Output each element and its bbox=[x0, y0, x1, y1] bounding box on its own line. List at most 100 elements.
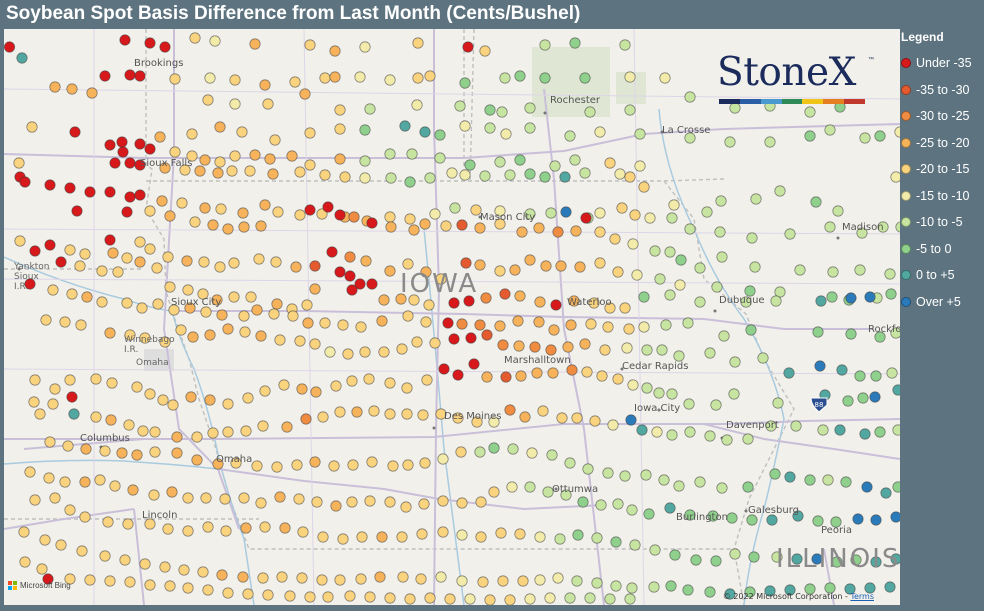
site-marker[interactable] bbox=[626, 582, 638, 594]
site-marker[interactable] bbox=[378, 294, 390, 306]
site-marker[interactable] bbox=[774, 185, 786, 197]
site-marker[interactable] bbox=[384, 592, 396, 604]
site-marker[interactable] bbox=[424, 70, 436, 82]
site-marker[interactable] bbox=[274, 334, 286, 346]
legend-item[interactable]: -20 to -15 bbox=[900, 156, 984, 183]
site-marker[interactable] bbox=[159, 162, 171, 174]
site-marker[interactable] bbox=[328, 460, 340, 472]
site-marker[interactable] bbox=[239, 326, 251, 338]
site-marker[interactable] bbox=[892, 384, 900, 396]
site-marker[interactable] bbox=[742, 433, 754, 445]
site-marker[interactable] bbox=[226, 165, 238, 177]
site-marker[interactable] bbox=[568, 295, 580, 307]
site-marker[interactable] bbox=[171, 447, 183, 459]
site-marker[interactable] bbox=[176, 197, 188, 209]
site-marker[interactable] bbox=[59, 316, 71, 328]
site-marker[interactable] bbox=[134, 189, 146, 201]
site-marker[interactable] bbox=[144, 243, 156, 255]
site-marker[interactable] bbox=[162, 251, 174, 263]
site-marker[interactable] bbox=[4, 41, 16, 53]
site-marker[interactable] bbox=[59, 476, 71, 488]
site-marker[interactable] bbox=[710, 555, 722, 567]
site-marker[interactable] bbox=[644, 212, 656, 224]
site-marker[interactable] bbox=[745, 324, 757, 336]
site-marker[interactable] bbox=[666, 212, 678, 224]
site-marker[interactable] bbox=[638, 321, 650, 333]
site-marker[interactable] bbox=[577, 496, 589, 508]
site-marker[interactable] bbox=[34, 408, 46, 420]
site-marker[interactable] bbox=[262, 98, 274, 110]
site-marker[interactable] bbox=[182, 582, 194, 594]
site-marker[interactable] bbox=[832, 205, 844, 217]
site-marker[interactable] bbox=[164, 580, 176, 592]
site-marker[interactable] bbox=[384, 211, 396, 223]
site-marker[interactable] bbox=[419, 218, 431, 230]
site-marker[interactable] bbox=[673, 350, 685, 362]
site-marker[interactable] bbox=[149, 446, 161, 458]
site-marker[interactable] bbox=[517, 575, 529, 587]
site-marker[interactable] bbox=[329, 71, 341, 83]
site-marker[interactable] bbox=[418, 498, 430, 510]
legend-item[interactable]: -5 to 0 bbox=[900, 236, 984, 263]
site-marker[interactable] bbox=[421, 374, 433, 386]
site-marker[interactable] bbox=[822, 474, 834, 486]
site-marker[interactable] bbox=[783, 367, 795, 379]
site-marker[interactable] bbox=[566, 364, 578, 376]
site-marker[interactable] bbox=[134, 70, 146, 82]
site-marker[interactable] bbox=[249, 149, 261, 161]
site-marker[interactable] bbox=[440, 220, 452, 232]
site-marker[interactable] bbox=[104, 327, 116, 339]
site-marker[interactable] bbox=[641, 344, 653, 356]
site-marker[interactable] bbox=[715, 195, 727, 207]
site-marker[interactable] bbox=[406, 148, 418, 160]
site-marker[interactable] bbox=[68, 408, 80, 420]
site-marker[interactable] bbox=[757, 352, 769, 364]
site-marker[interactable] bbox=[255, 220, 267, 232]
site-marker[interactable] bbox=[402, 459, 414, 471]
site-marker[interactable] bbox=[294, 335, 306, 347]
site-marker[interactable] bbox=[512, 315, 524, 327]
site-marker[interactable] bbox=[468, 358, 480, 370]
site-marker[interactable] bbox=[348, 211, 360, 223]
site-marker[interactable] bbox=[666, 388, 678, 400]
site-marker[interactable] bbox=[842, 395, 854, 407]
site-marker[interactable] bbox=[211, 294, 223, 306]
site-marker[interactable] bbox=[434, 129, 446, 141]
site-marker[interactable] bbox=[80, 443, 92, 455]
site-marker[interactable] bbox=[704, 586, 716, 598]
site-marker[interactable] bbox=[199, 154, 211, 166]
site-marker[interactable] bbox=[197, 288, 209, 300]
site-marker[interactable] bbox=[812, 515, 824, 527]
site-marker[interactable] bbox=[291, 459, 303, 471]
site-marker[interactable] bbox=[684, 509, 696, 521]
site-marker[interactable] bbox=[857, 392, 869, 404]
site-marker[interactable] bbox=[200, 306, 212, 318]
site-marker[interactable] bbox=[124, 576, 136, 588]
site-marker[interactable] bbox=[219, 493, 231, 505]
site-marker[interactable] bbox=[24, 466, 36, 478]
site-marker[interactable] bbox=[184, 302, 196, 314]
site-marker[interactable] bbox=[442, 317, 454, 329]
site-marker[interactable] bbox=[222, 587, 234, 599]
site-marker[interactable] bbox=[484, 594, 496, 605]
site-marker[interactable] bbox=[289, 76, 301, 88]
legend-item[interactable]: -10 to -5 bbox=[900, 209, 984, 236]
terms-link[interactable]: Terms bbox=[850, 592, 874, 601]
site-marker[interactable] bbox=[488, 442, 500, 454]
site-marker[interactable] bbox=[395, 293, 407, 305]
site-marker[interactable] bbox=[664, 246, 676, 258]
site-marker[interactable] bbox=[682, 317, 694, 329]
site-marker[interactable] bbox=[159, 41, 171, 53]
site-marker[interactable] bbox=[435, 408, 447, 420]
site-marker[interactable] bbox=[334, 153, 346, 165]
site-marker[interactable] bbox=[588, 297, 600, 309]
site-marker[interactable] bbox=[749, 261, 761, 273]
site-marker[interactable] bbox=[724, 136, 736, 148]
site-marker[interactable] bbox=[268, 308, 280, 320]
site-marker[interactable] bbox=[416, 528, 428, 540]
site-marker[interactable] bbox=[228, 291, 240, 303]
site-marker[interactable] bbox=[293, 493, 305, 505]
site-marker[interactable] bbox=[334, 104, 346, 116]
site-marker[interactable] bbox=[96, 265, 108, 277]
site-marker[interactable] bbox=[304, 127, 316, 139]
